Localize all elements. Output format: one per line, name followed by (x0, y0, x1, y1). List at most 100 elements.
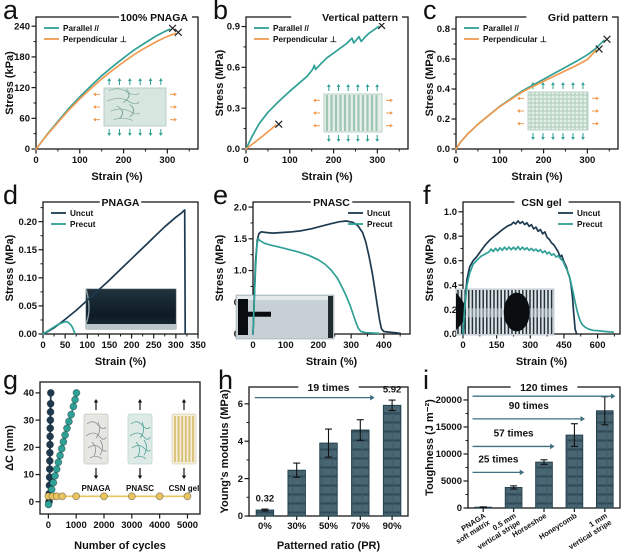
svg-text:30: 30 (23, 415, 34, 426)
svg-text:20000: 20000 (436, 395, 462, 406)
svg-text:PNASC: PNASC (126, 484, 154, 493)
svg-text:300: 300 (579, 155, 595, 166)
panel-a: a 0 60 120 180 240 0 100 200 300 Stress (kPa) Stra… (0, 0, 210, 185)
panel-b: b 0.0 0.3 0.6 0.9 0 100 200 300 Stress (MPa) Stra… (210, 0, 420, 185)
panel-letter-f: f (423, 180, 431, 210)
svg-text:5000: 5000 (441, 476, 462, 487)
chart-100-pnaga: 0 60 120 180 240 0 100 200 300 Stress (kPa) Strain… (4, 11, 199, 183)
panel-letter-h: h (218, 365, 234, 395)
svg-text:90%: 90% (383, 521, 403, 532)
svg-text:Perpendicular ⊥: Perpendicular ⊥ (63, 35, 127, 44)
svg-text:Stress (kPa): Stress (kPa) (4, 51, 16, 115)
panel-letter-i: i (423, 365, 429, 395)
svg-text:0.6: 0.6 (437, 54, 450, 65)
svg-text:PNAGA: PNAGA (82, 484, 111, 493)
svg-text:2: 2 (238, 474, 243, 485)
svg-text:0: 0 (25, 144, 30, 155)
svg-text:5.92: 5.92 (383, 385, 402, 396)
svg-text:Strain (%): Strain (%) (306, 356, 358, 368)
svg-text:0: 0 (238, 511, 243, 522)
svg-text:4: 4 (238, 436, 244, 447)
svg-text:1000: 1000 (66, 520, 87, 531)
svg-text:2000: 2000 (93, 520, 114, 531)
svg-text:0: 0 (40, 340, 45, 351)
chart-youngs-modulus: 0 2 4 6 0% 30% 50% 70% 90% Young's modulus (MPa) P… (219, 381, 409, 552)
svg-text:0.4: 0.4 (437, 84, 451, 95)
svg-text:2.0: 2.0 (234, 202, 247, 213)
svg-text:0.6: 0.6 (227, 63, 240, 74)
svg-text:100% PNAGA: 100% PNAGA (120, 12, 188, 24)
chart-pnaga-cut: 0.00 0.05 0.10 0.15 0.20 0 50 100 150 200 250 300 35… (4, 196, 206, 368)
panel-letter-d: d (3, 180, 19, 210)
svg-text:200: 200 (124, 340, 140, 351)
svg-text:10: 10 (23, 470, 34, 481)
svg-text:450: 450 (556, 340, 572, 351)
svg-text:Strain (%): Strain (%) (95, 356, 147, 368)
svg-text:0.00: 0.00 (19, 329, 38, 340)
svg-text:Perpendicular ⊥: Perpendicular ⊥ (483, 35, 547, 44)
svg-text:150: 150 (101, 340, 117, 351)
svg-text:Strain (%): Strain (%) (516, 356, 568, 368)
svg-text:300: 300 (159, 155, 175, 166)
svg-text:Parallel //: Parallel // (483, 24, 520, 33)
chart-csn-gel-cut: 0.0 0.2 0.4 0.6 0.8 1.0 0 150 300 450 600 Stress (M… (424, 196, 621, 368)
svg-text:0.8: 0.8 (444, 231, 457, 242)
svg-text:0: 0 (243, 155, 248, 166)
panel-c: c 0.0 0.2 0.4 0.6 0.8 0 100 200 300 Stress (MPa) S… (420, 0, 630, 185)
svg-text:0.4: 0.4 (444, 280, 458, 291)
svg-text:1.0: 1.0 (444, 207, 457, 218)
svg-text:60: 60 (19, 114, 30, 125)
svg-text:40: 40 (23, 388, 34, 399)
svg-text:300: 300 (369, 155, 385, 166)
svg-text:1.0: 1.0 (234, 266, 247, 277)
svg-text:Uncut: Uncut (577, 209, 600, 218)
svg-text:10000: 10000 (436, 449, 462, 460)
svg-text:0%: 0% (258, 521, 272, 532)
panel-g: g 0 10 20 30 40 0 1000 2000 3000 4000 5000 ΔC (mm) N… (0, 367, 215, 554)
svg-text:350: 350 (190, 340, 206, 351)
svg-text:300: 300 (522, 340, 538, 351)
svg-text:100: 100 (79, 340, 95, 351)
svg-text:3000: 3000 (121, 520, 142, 531)
svg-text:0: 0 (460, 340, 465, 351)
svg-text:240: 240 (14, 21, 30, 32)
svg-text:Precut: Precut (70, 220, 96, 229)
svg-text:300: 300 (343, 340, 359, 351)
chart-cycles: 0 10 20 30 40 0 1000 2000 3000 4000 5000 ΔC (mm) Num… (4, 381, 201, 552)
svg-text:300: 300 (168, 340, 184, 351)
svg-text:30%: 30% (287, 521, 307, 532)
svg-text:0.05: 0.05 (19, 301, 38, 312)
svg-text:0.10: 0.10 (19, 273, 38, 284)
svg-text:Stress (MPa): Stress (MPa) (214, 49, 226, 116)
svg-text:0.2: 0.2 (444, 305, 457, 316)
svg-text:25 times: 25 times (478, 455, 518, 466)
svg-text:19 times: 19 times (307, 382, 349, 394)
svg-text:0.2: 0.2 (437, 114, 450, 125)
svg-text:0.20: 0.20 (19, 217, 38, 228)
svg-text:0.0: 0.0 (444, 329, 457, 340)
svg-text:100: 100 (278, 340, 294, 351)
svg-text:0: 0 (29, 497, 34, 508)
svg-text:Stress (MPa): Stress (MPa) (214, 234, 226, 301)
svg-text:0: 0 (453, 155, 458, 166)
svg-text:57 times: 57 times (494, 429, 534, 440)
svg-text:Toughness (J m⁻²): Toughness (J m⁻²) (424, 399, 436, 496)
svg-text:0.0: 0.0 (227, 144, 240, 155)
svg-text:0.32: 0.32 (256, 493, 275, 504)
chart-grid-pattern: 0.0 0.2 0.4 0.6 0.8 0 100 200 300 Stress (MPa) Str… (424, 11, 619, 183)
panel-d: d 0.00 0.05 0.10 0.15 0.20 0 50 100 150 200 250 300… (0, 180, 210, 370)
svg-text:0: 0 (250, 340, 255, 351)
svg-text:Stress (MPa): Stress (MPa) (424, 234, 436, 301)
svg-text:Vertical pattern: Vertical pattern (322, 12, 398, 24)
svg-text:Strain (%): Strain (%) (301, 171, 353, 183)
svg-text:5000: 5000 (177, 520, 198, 531)
svg-text:100: 100 (282, 155, 298, 166)
panel-letter-e: e (213, 180, 229, 210)
svg-text:600: 600 (590, 340, 606, 351)
svg-text:400: 400 (376, 340, 392, 351)
svg-text:1.5: 1.5 (234, 234, 248, 245)
svg-text:0.8: 0.8 (437, 24, 450, 35)
